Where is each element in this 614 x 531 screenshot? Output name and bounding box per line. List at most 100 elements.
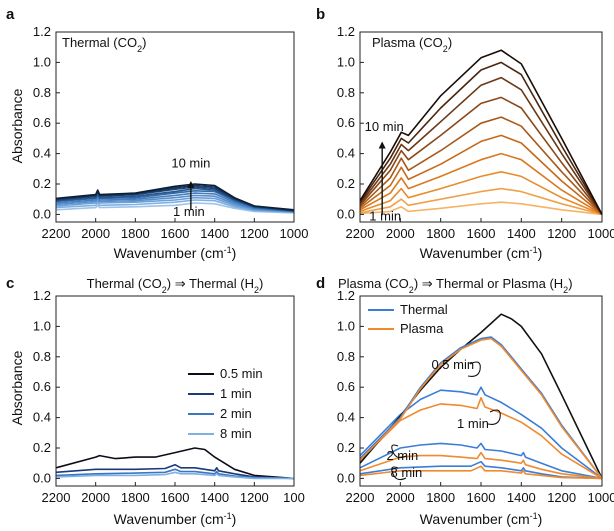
y-tick-label: 0.4: [33, 410, 51, 425]
y-tick-label: 0.0: [33, 470, 51, 485]
panel-a-y-axis-label: Absorbance: [9, 88, 25, 163]
panel-b-title: Plasma (CO2): [372, 35, 452, 54]
arrowhead-icon: [187, 180, 195, 188]
annotation-label: 10 min: [365, 119, 404, 134]
series-line: [55, 202, 295, 214]
panel-d-plot: 2200 2000 1800 1600 1400 1200 1000 0.0 0.2 0.4 0.6…: [337, 288, 614, 505]
x-tick-label: 2200: [42, 226, 71, 241]
panel-b-x-axis-label: Wavenumber (cm-1): [420, 245, 543, 261]
series-line: [55, 468, 295, 480]
panel-c-title: Thermal (CO2) ⇒ Thermal (H2): [87, 276, 264, 295]
x-tick-label: 2200: [346, 490, 375, 505]
legend-label: 0.5 min: [220, 366, 263, 381]
y-tick-label: 1.2: [337, 24, 355, 39]
series-line: [359, 76, 603, 215]
legend-label: 1 min: [220, 386, 252, 401]
series-line: [359, 152, 603, 216]
series-line: [359, 96, 603, 215]
panel-a-plot: 2200 2000 1800 1600 1400 1200 1000 0.0 0.2 0.4 0.6…: [33, 24, 309, 241]
series-line: [359, 460, 603, 480]
series-line: [359, 49, 603, 215]
y-tick-label: 0.4: [337, 410, 355, 425]
y-tick-label: 1.0: [33, 54, 51, 69]
series-line: [359, 337, 603, 479]
series-line: [55, 447, 295, 480]
series-line: [359, 451, 603, 480]
panel-letter-d: d: [316, 275, 325, 292]
y-tick-label: 1.2: [33, 24, 51, 39]
y-tick-label: 1.0: [337, 54, 355, 69]
series-line: [359, 465, 603, 480]
y-tick-label: 1.0: [33, 318, 51, 333]
panel-a: a 2200 2000 1800 1600 1400 1200 1000 0.0 0.2 0.4 0…: [6, 6, 308, 261]
y-tick-label: 1.2: [337, 288, 355, 303]
panel-c-plot: 2200 2000 1800 1600 1400 1200 100 0.0 0.2 0.4 0.6 0…: [33, 288, 305, 505]
y-tick-label: 0.0: [337, 206, 355, 221]
curved-arrow-icon: [467, 361, 481, 377]
panel-a-x-axis-label: Wavenumber (cm-1): [114, 245, 237, 261]
y-tick-label: 0.8: [33, 349, 51, 364]
y-tick-label: 0.6: [337, 379, 355, 394]
x-tick-label: 1800: [121, 490, 150, 505]
series-line: [359, 336, 603, 479]
annotation-label: 8 min: [390, 465, 422, 480]
x-tick-label: 1600: [467, 226, 496, 241]
x-tick-label: 1800: [121, 226, 150, 241]
series-line: [55, 463, 295, 480]
series-line: [359, 386, 603, 480]
y-tick-label: 0.4: [33, 146, 51, 161]
x-tick-label: 1800: [426, 226, 455, 241]
series-line: [359, 116, 603, 215]
y-tick-label: 0.6: [33, 379, 51, 394]
y-tick-label: 0.6: [337, 115, 355, 130]
series-line: [359, 397, 603, 480]
y-tick-label: 0.0: [33, 206, 51, 221]
series-line: [55, 199, 295, 213]
series-line: [359, 134, 603, 216]
series-line: [359, 171, 603, 216]
curved-arrow-icon: [487, 409, 501, 425]
y-tick-label: 0.2: [33, 176, 51, 191]
annotation-label: 2 min: [386, 448, 418, 463]
series-line: [359, 442, 603, 480]
y-tick-label: 0.8: [337, 349, 355, 364]
panel-c: c Thermal (CO2) ⇒ Thermal (H2) 2200 2000 1…: [6, 275, 305, 527]
x-tick-label: 1200: [547, 226, 576, 241]
series-line: [359, 61, 603, 215]
panel-letter-b: b: [316, 6, 325, 23]
x-tick-label: 1600: [161, 226, 190, 241]
annotation-label: 1 min: [369, 208, 401, 223]
x-tick-label: 1400: [507, 226, 536, 241]
panel-b: b 2200 2000 1800 1600 1400 1200 1000 0.0 0.2 0.4 0…: [316, 6, 614, 261]
y-tick-label: 0.2: [337, 440, 355, 455]
x-tick-label: 1600: [161, 490, 190, 505]
x-tick-label: 1400: [507, 490, 536, 505]
legend-label: 8 min: [220, 426, 252, 441]
panel-letter-a: a: [6, 6, 15, 23]
y-tick-label: 1.2: [33, 288, 51, 303]
y-tick-label: 0.2: [33, 440, 51, 455]
y-tick-label: 0.8: [337, 85, 355, 100]
panel-d-title: Plasma (CO2) ⇒ Thermal or Plasma (H2): [338, 276, 573, 295]
panel-a-title: Thermal (CO2): [62, 35, 146, 54]
legend-label: 2 min: [220, 406, 252, 421]
x-tick-label: 1800: [426, 490, 455, 505]
x-tick-label: 1400: [200, 226, 229, 241]
x-tick-label: 1400: [200, 490, 229, 505]
x-tick-label: 1200: [240, 226, 269, 241]
legend-label: Thermal: [400, 302, 448, 317]
x-tick-label: 1000: [588, 490, 614, 505]
annotation-label: 10 min: [171, 155, 210, 170]
series-line: [359, 201, 603, 216]
x-tick-label: 2200: [42, 490, 71, 505]
y-tick-label: 0.0: [337, 470, 355, 485]
y-tick-label: 0.2: [337, 176, 355, 191]
x-tick-label: 1200: [240, 490, 269, 505]
annotation-label: 1 min: [173, 204, 205, 219]
series-line: [359, 187, 603, 216]
series-line: [55, 196, 295, 213]
series-line: [55, 183, 295, 211]
panel-d-x-axis-label: Wavenumber (cm-1): [420, 511, 543, 527]
curved-arrow-icon: [391, 444, 407, 459]
